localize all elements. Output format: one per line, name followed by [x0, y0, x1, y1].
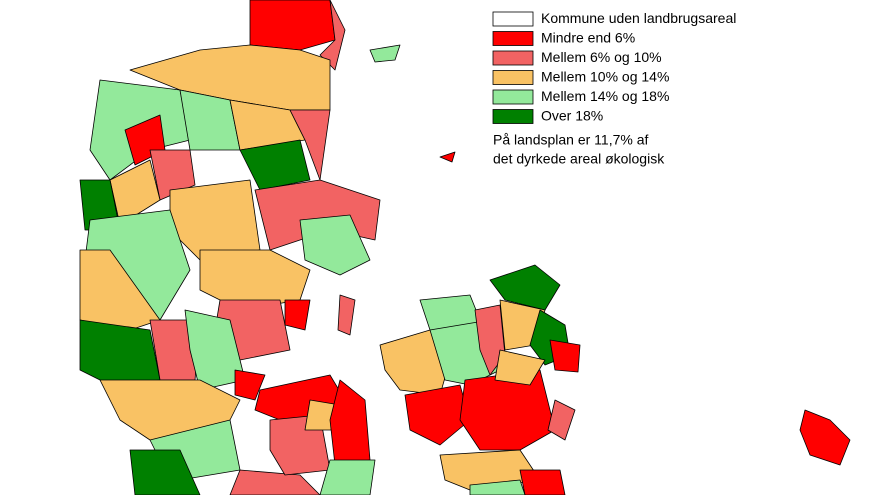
municipality: [439, 151, 456, 163]
legend-label: Mellem 14% og 18%: [541, 88, 669, 104]
legend-label: Over 18%: [541, 108, 603, 124]
legend-swatch: [492, 31, 534, 46]
municipality: [109, 159, 161, 226]
municipality: [129, 449, 201, 495]
legend-swatch: [492, 109, 534, 124]
municipality: [469, 479, 526, 495]
municipality: [319, 459, 376, 495]
municipality: [79, 319, 161, 386]
municipality: [239, 139, 311, 191]
legend-swatch: [492, 89, 534, 105]
municipality: [284, 299, 311, 331]
municipality: [149, 149, 196, 201]
municipality: [489, 264, 561, 311]
municipality: [404, 384, 471, 446]
municipality: [79, 249, 161, 331]
municipality: [494, 349, 546, 386]
note-line: det dyrkede areal økologisk: [493, 151, 665, 167]
municipality: [337, 294, 356, 336]
legend-swatch: [492, 70, 534, 85]
note-line: På landsplan er 11,7% af: [493, 132, 649, 148]
legend-swatch: [492, 11, 534, 27]
map: [79, 0, 851, 495]
municipality: [799, 409, 851, 466]
legend: Kommune uden landbrugsareal Mindre end 6%…: [492, 10, 736, 124]
municipality: [547, 399, 576, 441]
municipality: [369, 44, 401, 63]
municipality: [519, 469, 566, 495]
legend-label: Mellem 10% og 14%: [541, 69, 669, 85]
municipality: [234, 369, 266, 401]
municipality: [229, 469, 321, 495]
legend-label: Kommune uden landbrugsareal: [541, 10, 736, 26]
municipality: [169, 179, 261, 261]
municipality: [299, 214, 371, 276]
legend-label: Mellem 6% og 10%: [541, 49, 662, 65]
municipality: [184, 309, 246, 391]
legend-label: Mindre end 6%: [541, 30, 635, 46]
municipality: [249, 0, 336, 51]
legend-swatch: [492, 50, 534, 66]
municipality: [549, 339, 581, 373]
